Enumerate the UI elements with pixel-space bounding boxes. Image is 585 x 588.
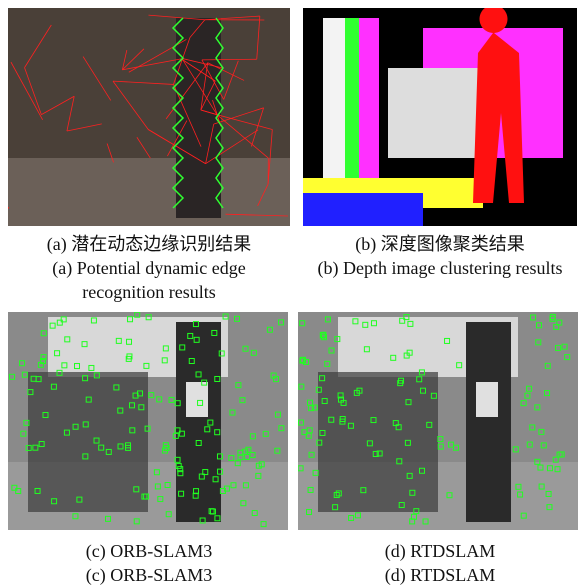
page: Figure {"panels": [ {"caption_cn": "(a) … (0, 0, 585, 588)
cluster (303, 193, 423, 226)
paper (186, 382, 208, 417)
image-orbslam3 (8, 312, 290, 530)
figure: (a) 潜在动态边缘识别结果 (a) Potential dynamic edg… (0, 0, 585, 588)
caption: (b) 深度图像聚类结果 (b) Depth image clustering … (295, 232, 585, 280)
caption-cn: (a) 潜在动态边缘识别结果 (4, 232, 294, 256)
caption: (d) RTDSLAM (d) RTDSLAM (295, 539, 585, 587)
caption: (a) 潜在动态边缘识别结果 (a) Potential dynamic edg… (4, 232, 294, 304)
cluster (359, 18, 379, 178)
caption: (c) ORB-SLAM3 (c) ORB-SLAM3 (4, 539, 294, 587)
caption-cn: (c) ORB-SLAM3 (4, 539, 294, 563)
caption-cn: (d) RTDSLAM (295, 539, 585, 563)
person (466, 322, 511, 522)
floor (8, 158, 290, 226)
caption-en: (c) ORB-SLAM3 (4, 563, 294, 587)
equipment (28, 372, 148, 512)
cluster (388, 68, 478, 158)
image-rtdslam (298, 312, 578, 530)
caption-cn: (b) 深度图像聚类结果 (295, 232, 585, 256)
paper (476, 382, 498, 417)
caption-en: (b) Depth image clustering results (295, 256, 585, 280)
image-depth-clusters (303, 8, 577, 226)
caption-en: (d) RTDSLAM (295, 563, 585, 587)
cluster (345, 18, 359, 188)
caption-en: (a) Potential dynamic edge recognition r… (4, 256, 294, 304)
image-edges (8, 8, 290, 226)
cluster (323, 18, 345, 188)
